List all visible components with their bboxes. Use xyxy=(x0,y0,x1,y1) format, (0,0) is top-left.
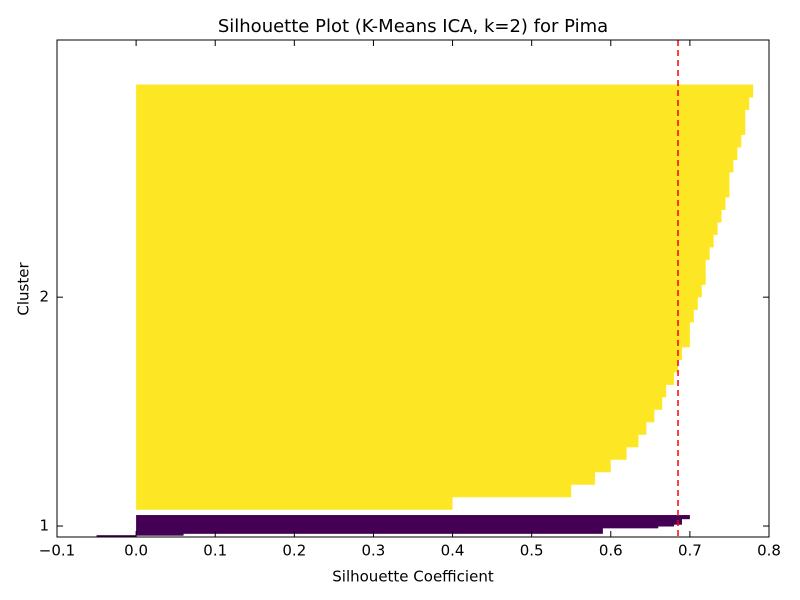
silhouette-bar xyxy=(136,146,738,160)
silhouette-bar xyxy=(136,515,690,518)
silhouette-bar xyxy=(136,284,702,298)
x-tick-label: 0.2 xyxy=(282,542,306,560)
silhouette-bar xyxy=(136,121,746,135)
x-tick-label: 0.1 xyxy=(203,542,227,560)
silhouette-bar xyxy=(136,520,682,523)
y-axis-label: Cluster xyxy=(15,262,33,316)
silhouette-bar xyxy=(136,196,726,210)
chart-title: Silhouette Plot (K-Means ICA, k=2) for P… xyxy=(218,16,608,37)
x-tick-label: 0.3 xyxy=(362,542,386,560)
silhouette-bar xyxy=(136,296,698,310)
silhouette-bar xyxy=(136,134,742,148)
silhouette-bar xyxy=(136,524,675,527)
silhouette-bar xyxy=(96,535,137,538)
silhouette-bar xyxy=(136,471,595,485)
silhouette-bar xyxy=(136,271,706,285)
silhouette-bar xyxy=(136,84,754,98)
silhouette-bar xyxy=(136,434,639,448)
x-axis-label: Silhouette Coefficient xyxy=(332,568,494,586)
silhouette-bar xyxy=(136,516,690,520)
silhouette-bar xyxy=(136,159,734,173)
silhouette-bar xyxy=(136,171,730,185)
silhouette-bar xyxy=(136,533,184,536)
silhouette-bar xyxy=(136,396,663,410)
silhouette-bar xyxy=(136,309,694,323)
x-tick-label: 0.4 xyxy=(441,542,465,560)
x-tick-label: −0.1 xyxy=(39,542,75,560)
silhouette-bar xyxy=(136,529,603,533)
silhouette-bar xyxy=(136,527,603,531)
silhouette-bar xyxy=(136,221,718,235)
silhouette-bar xyxy=(136,371,675,385)
silhouette-bar xyxy=(136,246,710,260)
silhouette-bar xyxy=(136,259,706,273)
silhouette-bar xyxy=(136,531,603,534)
silhouette-bar xyxy=(136,459,611,473)
silhouette-bar xyxy=(136,321,690,335)
silhouette-bar xyxy=(136,409,655,423)
silhouette-bar xyxy=(136,109,746,123)
silhouette-bar xyxy=(136,496,453,510)
x-tick-label: 0.6 xyxy=(599,542,623,560)
silhouette-bar xyxy=(136,384,667,398)
x-tick-label: 0.5 xyxy=(520,542,544,560)
silhouette-bar xyxy=(136,518,682,522)
x-tick-label: 0.0 xyxy=(124,542,148,560)
silhouette-bar xyxy=(136,359,679,373)
silhouette-bar xyxy=(136,234,714,248)
silhouette-bar xyxy=(136,184,730,198)
silhouette-bar xyxy=(136,522,682,525)
silhouette-bar xyxy=(136,446,627,460)
silhouette-bar xyxy=(136,334,690,348)
y-tick-label: 2 xyxy=(39,288,49,306)
silhouette-bar xyxy=(136,484,572,498)
plot-frame xyxy=(56,39,770,538)
silhouette-bar xyxy=(136,96,750,110)
x-tick-label: 0.8 xyxy=(757,542,781,560)
silhouette-bar xyxy=(136,526,659,529)
silhouette-bar xyxy=(136,346,682,360)
x-tick-label: 0.7 xyxy=(678,542,702,560)
y-tick-label: 1 xyxy=(39,517,49,535)
silhouette-bar xyxy=(136,209,722,223)
silhouette-bar xyxy=(136,421,647,435)
